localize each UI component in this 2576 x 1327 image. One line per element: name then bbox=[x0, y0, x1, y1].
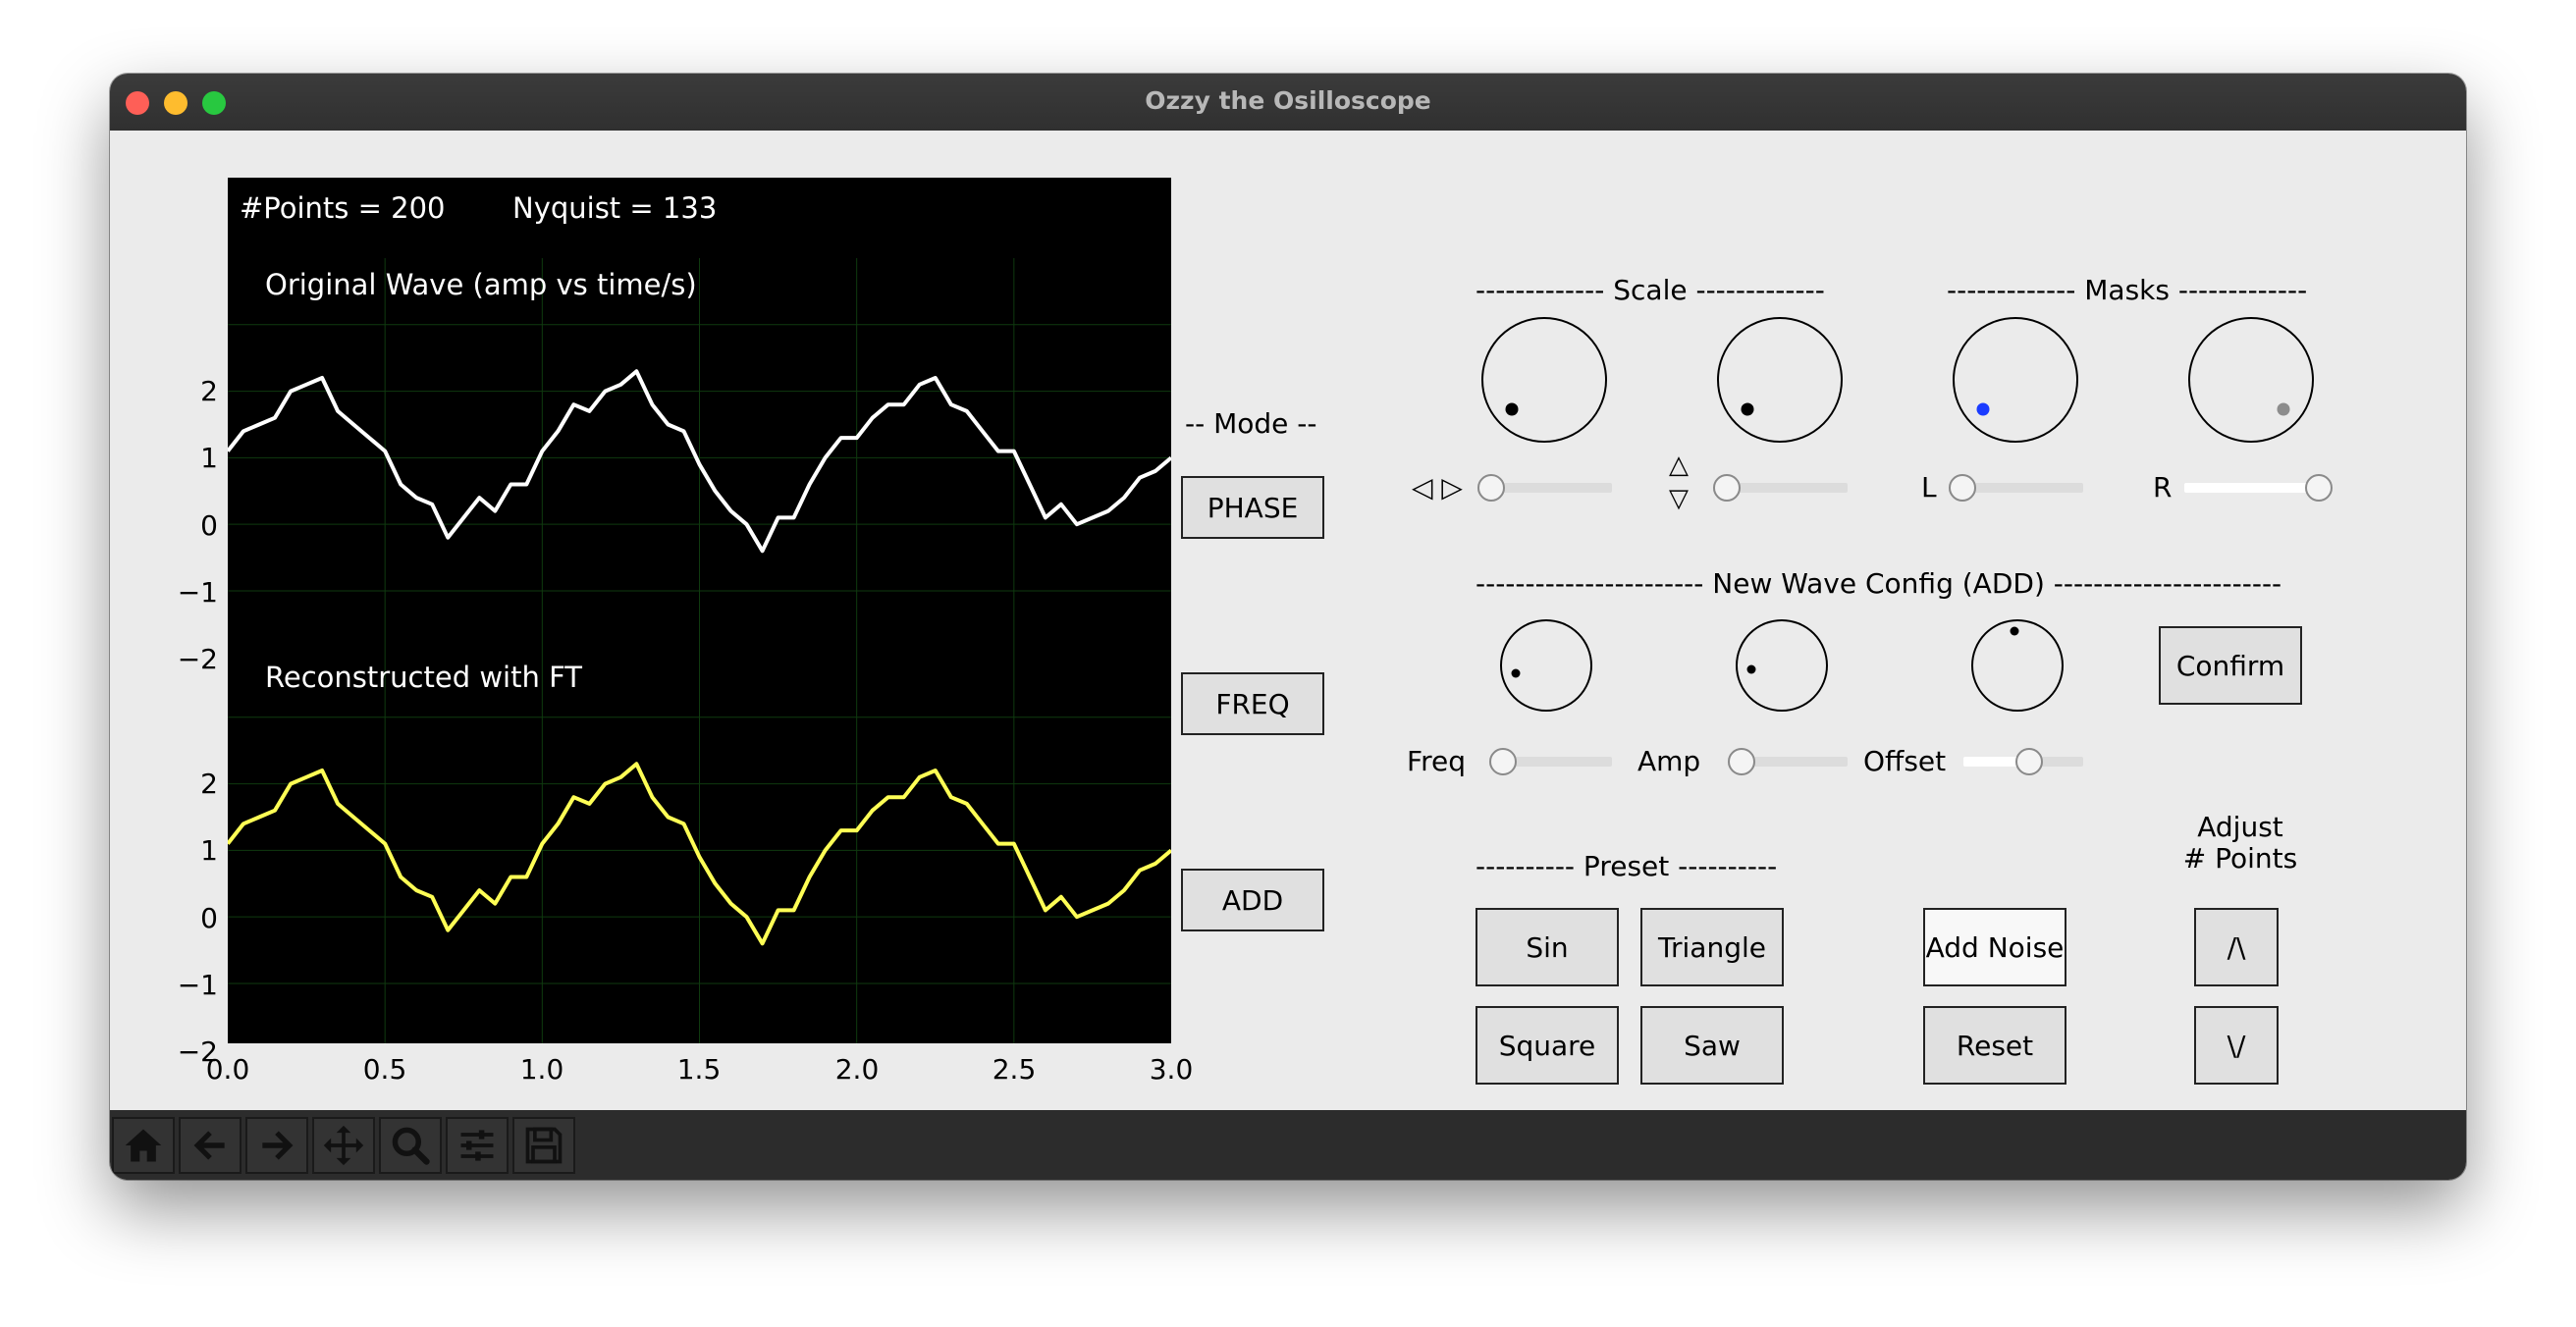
left-mask-label: L bbox=[1921, 471, 1937, 504]
points-count-label: #Points = 200 bbox=[240, 191, 446, 225]
y-tick-label: 2 bbox=[200, 768, 218, 800]
left-mask-slider-handle[interactable] bbox=[1949, 474, 1976, 502]
y-scale-knob[interactable] bbox=[1715, 315, 1845, 445]
minimize-window-button[interactable] bbox=[164, 91, 188, 115]
amp-knob[interactable] bbox=[1735, 618, 1829, 713]
mode-heading: -- Mode -- bbox=[1185, 407, 1317, 440]
preset-heading: ---------- Preset ---------- bbox=[1476, 850, 1778, 882]
offset-slider-fill bbox=[1963, 757, 2017, 767]
original-wave-line bbox=[228, 369, 1171, 554]
right-mask-knob[interactable] bbox=[2186, 315, 2316, 445]
x-scale-slider-handle[interactable] bbox=[1477, 474, 1505, 502]
reset-button[interactable]: Reset bbox=[1923, 1006, 2066, 1085]
x-tick-label: 2.0 bbox=[834, 1053, 880, 1086]
new-wave-heading: ----------------------- New Wave Config … bbox=[1476, 567, 2282, 600]
add-mode-button[interactable]: ADD bbox=[1181, 869, 1324, 931]
adjust-points-label-line2: # Points bbox=[2182, 842, 2298, 875]
sliders-icon bbox=[460, 1130, 494, 1161]
x-scale-knob[interactable] bbox=[1479, 315, 1609, 445]
increase-points-button[interactable]: /\ bbox=[2194, 908, 2279, 986]
figure-canvas: #Points = 200 Nyquist = 133 Original Wav… bbox=[110, 131, 2466, 1110]
maximize-window-button[interactable] bbox=[202, 91, 226, 115]
masks-heading: ------------- Masks ------------- bbox=[1947, 274, 2308, 306]
save-figure-button[interactable] bbox=[512, 1117, 575, 1174]
right-mask-label: R bbox=[2153, 471, 2173, 504]
phase-mode-button[interactable]: PHASE bbox=[1181, 476, 1324, 539]
window-title: Ozzy the Osilloscope bbox=[1145, 86, 1431, 115]
y-tick-label: −2 bbox=[177, 1035, 218, 1068]
y-scale-slider-track bbox=[1713, 483, 1848, 493]
app-window: Ozzy the Osilloscope #Points = 200 Nyqui… bbox=[110, 74, 2466, 1180]
configure-subplots-button[interactable] bbox=[446, 1117, 509, 1174]
x-tick-label: 0.0 bbox=[205, 1053, 250, 1086]
y-tick-label: −1 bbox=[177, 969, 218, 1001]
scale-heading: ------------- Scale ------------- bbox=[1476, 274, 1825, 306]
x-tick-label: 0.5 bbox=[362, 1053, 407, 1086]
freq-mode-button[interactable]: FREQ bbox=[1181, 672, 1324, 735]
reconstructed-wave-line bbox=[228, 762, 1171, 946]
sin-preset-button[interactable]: Sin bbox=[1476, 908, 1619, 986]
nyquist-label: Nyquist = 133 bbox=[512, 191, 718, 225]
plot-svg bbox=[228, 258, 1171, 1043]
home-button[interactable] bbox=[112, 1117, 175, 1174]
y-scale-slider-handle[interactable] bbox=[1713, 474, 1741, 502]
freq-slider-label: Freq bbox=[1407, 745, 1466, 777]
freq-slider-handle[interactable] bbox=[1489, 748, 1517, 775]
offset-knob[interactable] bbox=[1970, 618, 2065, 713]
offset-slider-track bbox=[2017, 757, 2083, 767]
add-noise-button[interactable]: Add Noise bbox=[1923, 908, 2066, 986]
y-tick-label: 0 bbox=[200, 509, 218, 542]
x-tick-label: 1.5 bbox=[676, 1053, 722, 1086]
amp-slider-track bbox=[1728, 757, 1848, 767]
right-mask-slider-handle[interactable] bbox=[2305, 474, 2333, 502]
forward-button[interactable] bbox=[245, 1117, 308, 1174]
back-button[interactable] bbox=[179, 1117, 242, 1174]
offset-slider-handle[interactable] bbox=[2015, 748, 2043, 775]
square-preset-button[interactable]: Square bbox=[1476, 1006, 1619, 1085]
offset-slider-label: Offset bbox=[1863, 745, 1947, 777]
left-mask-slider-track bbox=[1949, 483, 2083, 493]
left-mask-knob[interactable] bbox=[1951, 315, 2080, 445]
reconstructed-wave-title: Reconstructed with FT bbox=[265, 661, 582, 694]
oscilloscope-plot: #Points = 200 Nyquist = 133 Original Wav… bbox=[228, 178, 1171, 1043]
decrease-points-button[interactable]: \/ bbox=[2194, 1006, 2279, 1085]
pan-button[interactable] bbox=[312, 1117, 375, 1174]
y-tick-label: 1 bbox=[200, 442, 218, 474]
amp-slider-handle[interactable] bbox=[1728, 748, 1755, 775]
freq-knob[interactable] bbox=[1499, 618, 1593, 713]
forward-arrow-icon bbox=[262, 1131, 294, 1160]
title-bar: Ozzy the Osilloscope bbox=[110, 74, 2466, 132]
x-tick-label: 2.5 bbox=[992, 1053, 1037, 1086]
adjust-points-label-line1: Adjust bbox=[2197, 811, 2283, 843]
zoom-button[interactable] bbox=[379, 1117, 442, 1174]
amp-slider-label: Amp bbox=[1637, 745, 1701, 777]
confirm-button[interactable]: Confirm bbox=[2159, 626, 2302, 705]
magnifier-icon bbox=[392, 1127, 430, 1165]
x-tick-label: 3.0 bbox=[1149, 1053, 1194, 1086]
original-wave-title: Original Wave (amp vs time/s) bbox=[265, 268, 697, 301]
y-tick-label: −1 bbox=[177, 576, 218, 609]
navigation-toolbar bbox=[110, 1110, 2466, 1180]
right-mask-slider-track bbox=[2184, 483, 2319, 493]
save-icon bbox=[525, 1127, 563, 1164]
x-scale-slider-label: ◁ ▷ bbox=[1412, 471, 1463, 504]
y-tick-label: 1 bbox=[200, 834, 218, 867]
y-tick-label: −2 bbox=[177, 643, 218, 675]
close-window-button[interactable] bbox=[126, 91, 149, 115]
home-icon bbox=[125, 1129, 162, 1162]
y-scale-down-label: ▽ bbox=[1669, 484, 1689, 513]
move-icon bbox=[323, 1125, 364, 1166]
x-tick-label: 1.0 bbox=[519, 1053, 564, 1086]
y-tick-label: 2 bbox=[200, 375, 218, 407]
back-arrow-icon bbox=[193, 1131, 225, 1160]
x-scale-slider-track bbox=[1477, 483, 1612, 493]
saw-preset-button[interactable]: Saw bbox=[1640, 1006, 1784, 1085]
y-tick-label: 0 bbox=[200, 902, 218, 934]
freq-slider-track bbox=[1489, 757, 1612, 767]
triangle-preset-button[interactable]: Triangle bbox=[1640, 908, 1784, 986]
y-scale-up-label: △ bbox=[1669, 451, 1689, 480]
